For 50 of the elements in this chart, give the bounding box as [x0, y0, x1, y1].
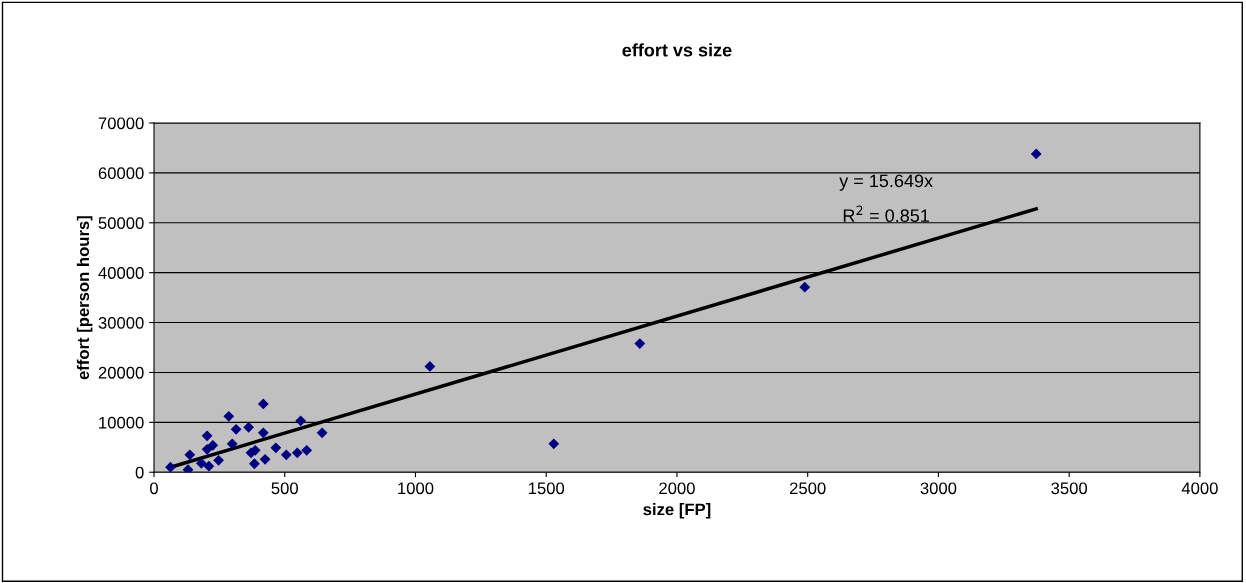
x-tick-label: 4000	[1181, 482, 1218, 495]
point	[243, 421, 255, 433]
point	[195, 457, 207, 469]
point	[257, 427, 269, 439]
point	[1030, 148, 1042, 160]
x-tick-label: 0	[150, 482, 158, 495]
x-axis-title: size [FP]	[643, 503, 711, 519]
chart-title: effort vs size	[622, 43, 732, 57]
point	[424, 361, 436, 372]
x-tick-label: 3000	[920, 482, 957, 495]
point	[182, 464, 194, 473]
point	[799, 281, 811, 293]
point	[301, 444, 313, 456]
y-tick-label: 70000	[98, 117, 144, 130]
y-tick-label: 40000	[98, 267, 144, 279]
x-tick-label: 3500	[1051, 482, 1088, 495]
point	[634, 338, 646, 349]
y-tick-label: 20000	[98, 366, 144, 379]
y-tick-label: 60000	[98, 167, 144, 180]
point	[184, 449, 196, 461]
x-tick-label: 2000	[659, 482, 695, 495]
point	[548, 438, 560, 450]
y-tick-label: 30000	[98, 316, 144, 329]
point	[201, 443, 213, 455]
point	[203, 460, 215, 472]
x-tick-label: 1500	[528, 482, 565, 495]
point	[223, 410, 235, 422]
point	[291, 447, 303, 459]
point	[165, 461, 176, 473]
point	[230, 423, 242, 435]
y-tick-label: 0	[135, 466, 144, 479]
point	[280, 449, 292, 461]
point	[259, 453, 271, 465]
point	[201, 430, 213, 442]
point	[257, 398, 269, 410]
x-tick-label: 500	[271, 482, 298, 495]
y-tick-label: 10000	[99, 416, 144, 429]
point	[249, 458, 260, 470]
x-tick-label: 2500	[789, 482, 826, 495]
y-tick-label: 50000	[98, 217, 144, 229]
point	[226, 438, 238, 450]
point	[213, 454, 224, 466]
point	[207, 439, 219, 451]
point	[295, 415, 307, 427]
annotation: y = 15.649x	[839, 174, 933, 191]
y-axis-title: effort [person hours]	[76, 216, 93, 380]
point	[316, 427, 328, 439]
annotation: R$^{2}$ = 0.851	[843, 205, 929, 223]
point	[270, 442, 282, 454]
x-tick-label: 1000	[398, 482, 434, 495]
